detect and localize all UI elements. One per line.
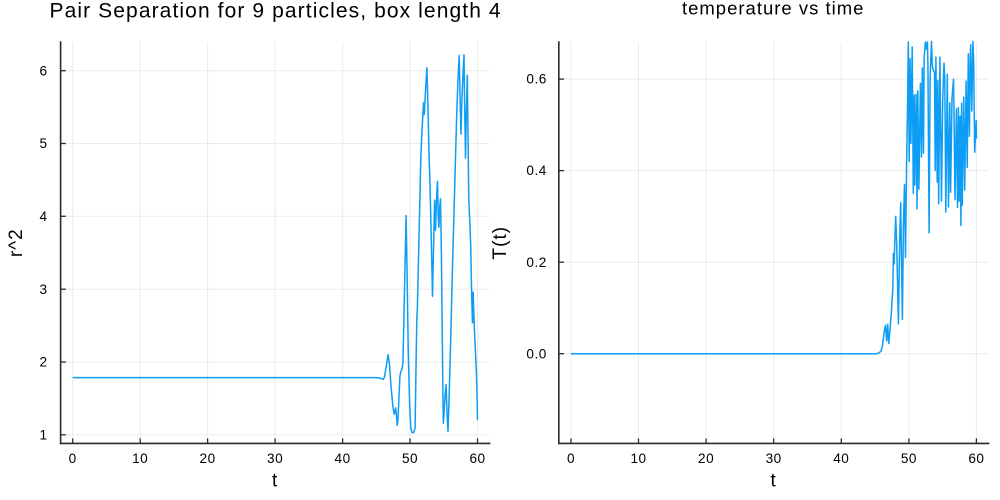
svg-text:6: 6: [40, 63, 48, 78]
svg-text:40: 40: [833, 451, 849, 466]
svg-text:0.6: 0.6: [526, 72, 546, 87]
svg-text:t: t: [771, 471, 777, 492]
svg-text:1: 1: [40, 427, 48, 442]
svg-text:10: 10: [630, 451, 646, 466]
svg-text:40: 40: [335, 451, 351, 466]
svg-text:30: 30: [267, 451, 283, 466]
svg-text:0.0: 0.0: [526, 346, 546, 361]
svg-text:Pair Separation for 9 particle: Pair Separation for 9 particles, box len…: [49, 0, 501, 23]
svg-text:2: 2: [40, 355, 48, 370]
svg-text:30: 30: [766, 451, 782, 466]
svg-text:T(t): T(t): [490, 226, 511, 260]
svg-text:60: 60: [968, 451, 984, 466]
svg-text:0: 0: [567, 451, 575, 466]
svg-text:3: 3: [40, 282, 48, 297]
svg-text:temperature vs time: temperature vs time: [682, 0, 864, 19]
svg-text:10: 10: [132, 451, 148, 466]
svg-text:t: t: [272, 471, 278, 492]
svg-text:5: 5: [40, 136, 48, 151]
svg-text:r^2: r^2: [6, 228, 27, 257]
svg-text:20: 20: [698, 451, 714, 466]
svg-text:0.2: 0.2: [526, 255, 546, 270]
svg-text:60: 60: [469, 451, 485, 466]
svg-text:20: 20: [200, 451, 216, 466]
svg-text:4: 4: [40, 209, 48, 224]
svg-text:50: 50: [901, 451, 917, 466]
svg-text:50: 50: [402, 451, 418, 466]
svg-text:0: 0: [69, 451, 77, 466]
svg-text:0.4: 0.4: [526, 163, 546, 178]
